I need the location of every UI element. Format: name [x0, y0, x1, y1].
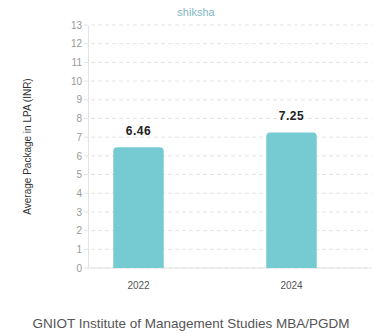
title: GNIOT Institute of Management Studies MB… [32, 316, 349, 331]
y-tick: 3 [76, 207, 88, 218]
y-tick-label: 10 [71, 76, 83, 87]
y-tick-label: 12 [71, 38, 83, 49]
y-tick: 1 [76, 244, 88, 255]
y-tick: 13 [71, 20, 88, 31]
y-tick: 4 [76, 188, 88, 199]
y-tick-label: 1 [76, 244, 82, 255]
grid-line [84, 62, 372, 63]
y-tick-label: 5 [76, 169, 82, 180]
y-tick: 9 [76, 94, 88, 105]
y-axis: 012345678910111213 [71, 20, 89, 274]
watermark: shiksha [177, 6, 215, 18]
data-labels: 6.46 7.25 [126, 109, 304, 138]
y-tick: 10 [71, 76, 88, 87]
data-label: 6.46 [126, 124, 151, 138]
x-tick-label: 2022 [127, 280, 150, 291]
y-tick-label: 9 [76, 94, 82, 105]
y-axis-line [88, 26, 89, 269]
y-tick-label: 8 [76, 113, 82, 124]
y-tick-label: 3 [76, 207, 82, 218]
x-axis: 2022 2024 [88, 268, 372, 291]
x-tick: 2022 [127, 268, 150, 291]
grid-line [84, 99, 372, 100]
bar [266, 132, 316, 268]
y-axis-title: Average Package in LPA (INR) [22, 78, 33, 214]
y-tick-label: 7 [76, 132, 82, 143]
chart: shiksha012345678910111213202220246.467.2… [0, 0, 382, 336]
grid-line [84, 118, 372, 119]
x-tick: 2024 [280, 268, 303, 291]
y-tick: 2 [76, 225, 88, 236]
y-tick: 11 [72, 57, 88, 68]
y-tick-label: 4 [76, 188, 82, 199]
y-tick: 7 [76, 132, 88, 143]
x-tick-label: 2024 [280, 280, 303, 291]
y-tick: 8 [76, 113, 88, 124]
y-tick-label: 11 [72, 57, 83, 68]
grid-line [84, 43, 372, 44]
grid-line [84, 81, 372, 82]
grid-line [84, 25, 372, 26]
y-tick-label: 2 [76, 225, 82, 236]
y-tick-label: 0 [76, 263, 82, 274]
data-label: 7.25 [279, 109, 304, 123]
y-tick: 12 [71, 38, 88, 49]
y-tick: 0 [76, 263, 88, 274]
bar [113, 147, 163, 268]
y-tick: 6 [76, 151, 88, 162]
y-tick-label: 13 [71, 20, 83, 31]
y-tick: 5 [76, 169, 88, 180]
bars [113, 132, 316, 268]
y-tick-label: 6 [76, 151, 82, 162]
